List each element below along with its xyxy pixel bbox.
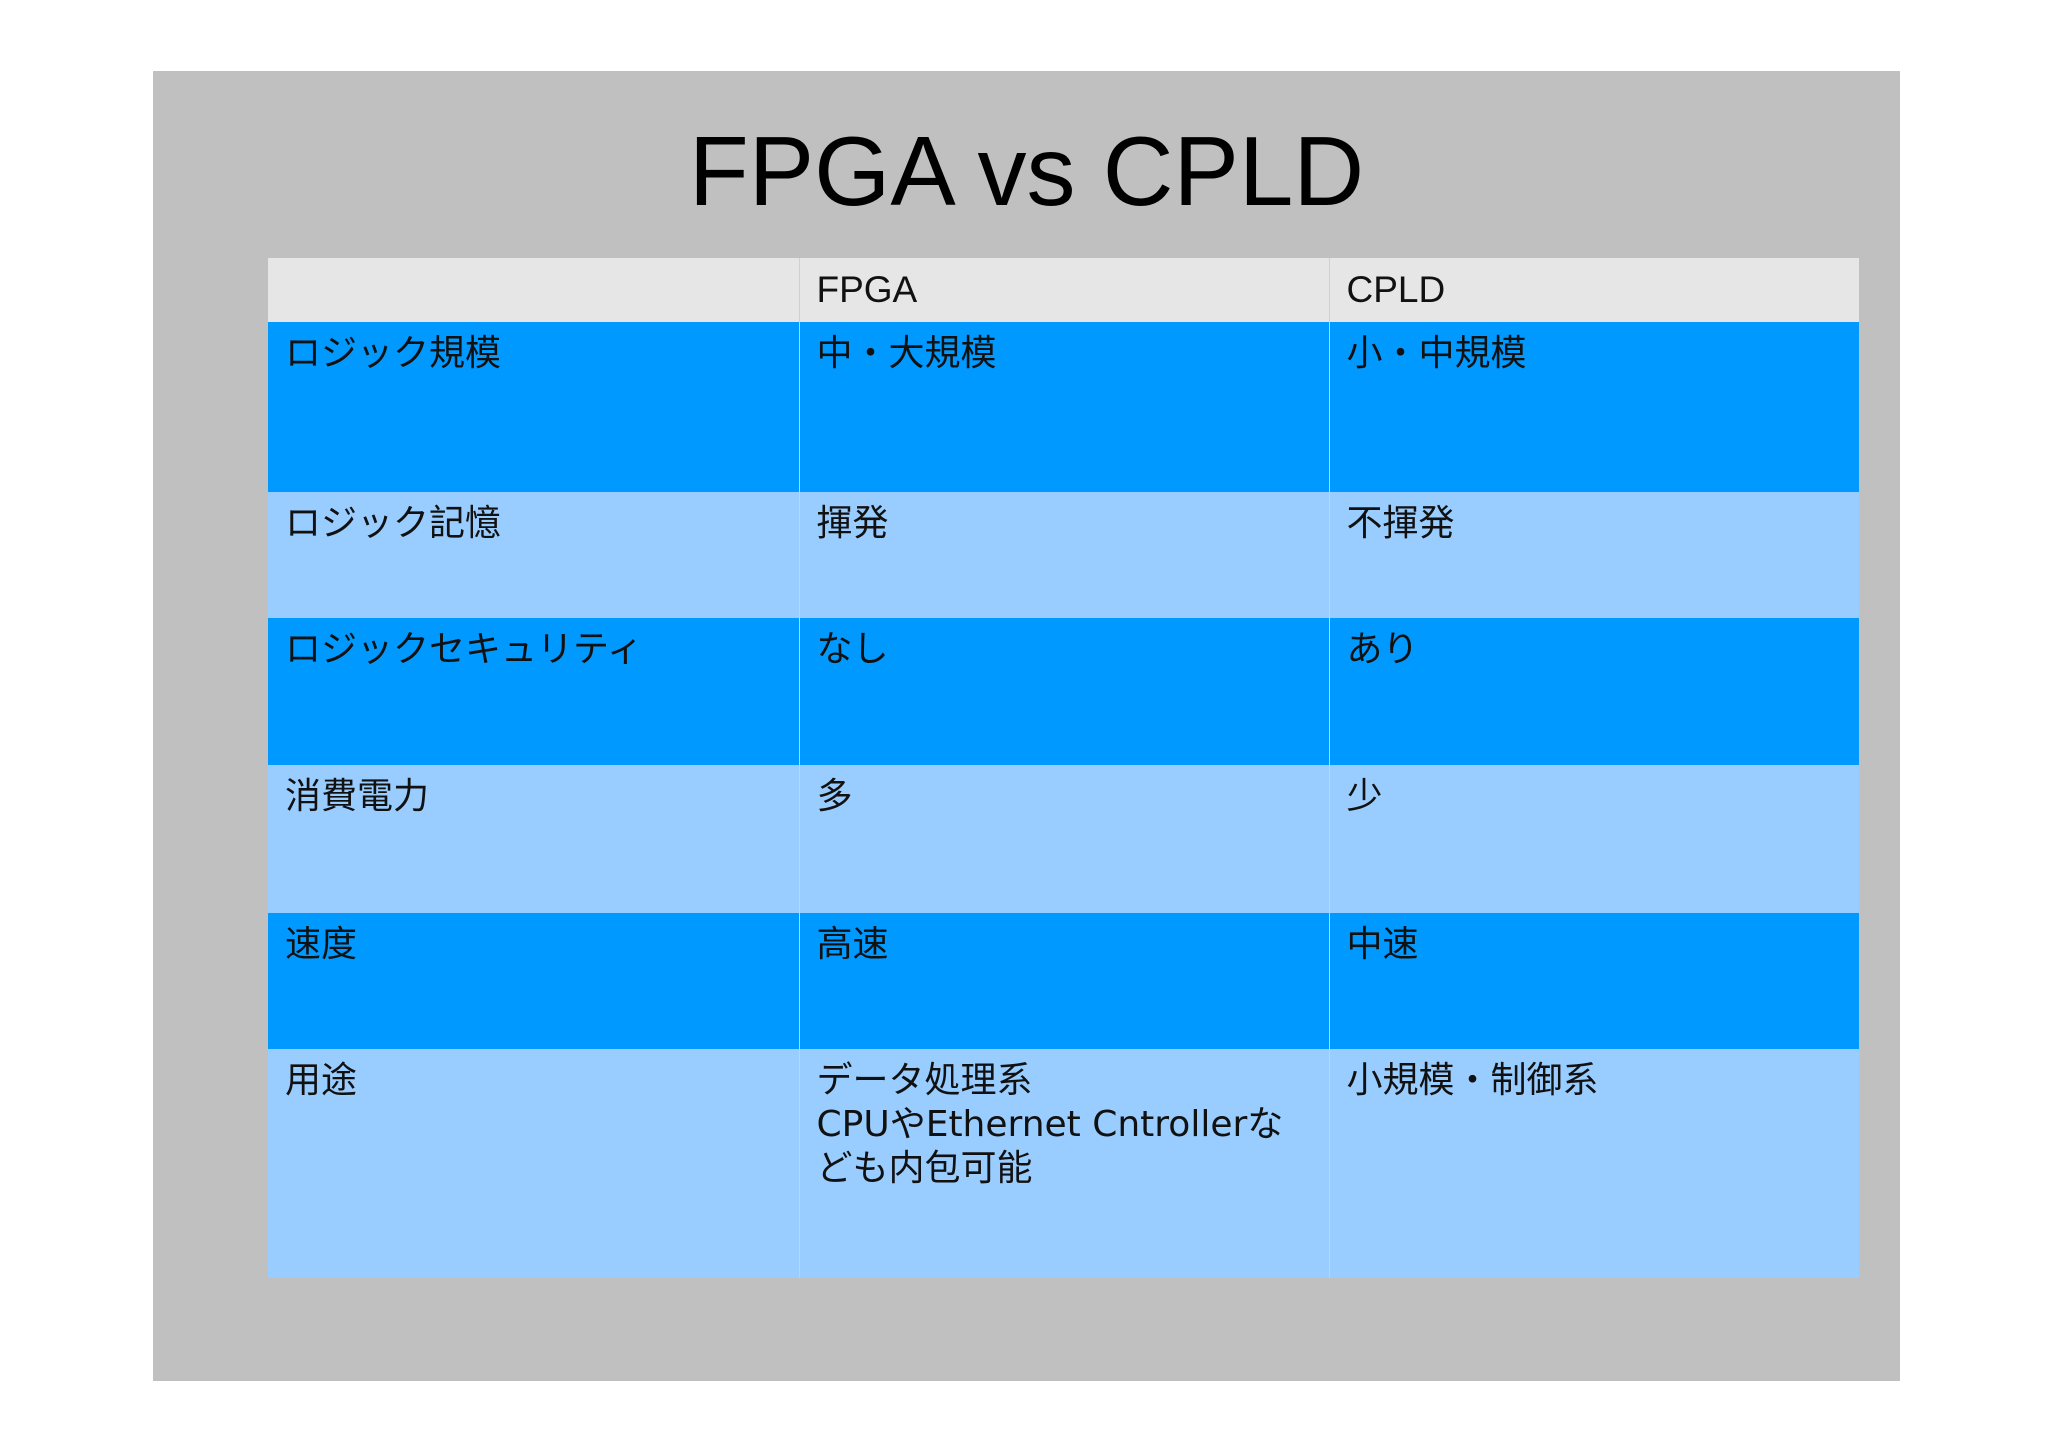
- cpld-cell: 小規模・制御系: [1328, 1049, 1859, 1278]
- cell-line: 揮発: [816, 503, 889, 544]
- cell-line: ども内包可能: [816, 1148, 1033, 1189]
- cpld-cell: 中速: [1328, 913, 1859, 1049]
- row-label: 用途: [268, 1049, 799, 1278]
- row-label: 速度: [268, 913, 799, 1049]
- table-row: ロジックセキュリティ なし あり: [268, 618, 1859, 765]
- row-label: ロジック記憶: [268, 492, 799, 618]
- cpld-cell: 少: [1328, 765, 1859, 913]
- fpga-cell: 高速: [798, 913, 1329, 1049]
- header-cell-fpga: FPGA: [798, 258, 1329, 322]
- fpga-cell: データ処理系 CPUやEthernet Cntrollerな ども内包可能: [798, 1049, 1329, 1278]
- cell-line: 多: [816, 776, 853, 817]
- cell-line: あり: [1346, 629, 1419, 670]
- table-row: 消費電力 多 少: [268, 765, 1859, 913]
- row-label: ロジック規模: [268, 322, 799, 492]
- table-row: ロジック記憶 揮発 不揮発: [268, 492, 1859, 618]
- comparison-table: FPGA CPLD ロジック規模 中・大規模 小・中規模 ロジック記憶 揮発 不…: [268, 258, 1859, 1278]
- cell-line: 中・大規模: [816, 333, 997, 374]
- slide-title: FPGA vs CPLD: [688, 116, 1365, 226]
- row-label: ロジックセキュリティ: [268, 618, 799, 765]
- cell-line: 不揮発: [1346, 503, 1455, 544]
- header-cell-cpld: CPLD: [1328, 258, 1859, 322]
- cpld-cell: 不揮発: [1328, 492, 1859, 618]
- cell-line: データ処理系: [816, 1060, 1033, 1101]
- fpga-cell: なし: [798, 618, 1329, 765]
- cell-line: CPUやEthernet Cntrollerな: [816, 1104, 1284, 1145]
- cpld-cell: あり: [1328, 618, 1859, 765]
- cell-line: 少: [1346, 776, 1383, 817]
- cell-line: 小規模・制御系: [1346, 1060, 1599, 1101]
- cell-line: 小・中規模: [1346, 333, 1527, 374]
- fpga-cell: 多: [798, 765, 1329, 913]
- header-row: FPGA CPLD: [268, 258, 1859, 322]
- cpld-cell: 小・中規模: [1328, 322, 1859, 492]
- table-row: ロジック規模 中・大規模 小・中規模: [268, 322, 1859, 492]
- cell-line: 中速: [1346, 924, 1419, 965]
- slide: FPGA vs CPLD FPGA CPLD ロジック規模 中・大規模 小・中規…: [153, 71, 1900, 1381]
- row-label: 消費電力: [268, 765, 799, 913]
- table-row: 速度 高速 中速: [268, 913, 1859, 1049]
- table-row: 用途 データ処理系 CPUやEthernet Cntrollerな ども内包可能…: [268, 1049, 1859, 1278]
- fpga-cell: 揮発: [798, 492, 1329, 618]
- cell-line: 高速: [816, 924, 889, 965]
- header-cell-empty: [268, 258, 799, 322]
- cell-line: なし: [816, 629, 889, 670]
- fpga-cell: 中・大規模: [798, 322, 1329, 492]
